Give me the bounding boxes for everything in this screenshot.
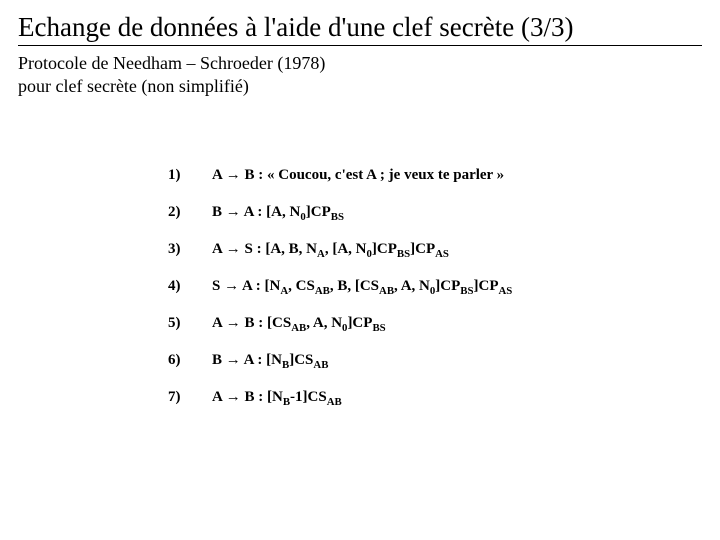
step-number: 6) [168,342,212,379]
step-row: 4) S → A : [NA, CSAB, B, [CSAB, A, N0]CP… [168,268,522,305]
subtitle-line-1: Protocole de Needham – Schroeder (1978) [18,53,325,73]
step-row: 3) A → S : [A, B, NA, [A, N0]CPBS]CPAS [168,231,522,268]
step-number: 7) [168,379,212,416]
step-row: 1) A → B : « Coucou, c'est A ; je veux t… [168,157,522,194]
slide: Echange de données à l'aide d'une clef s… [0,0,720,428]
step-row: 6) B → A : [NB]CSAB [168,342,522,379]
step-number: 3) [168,231,212,268]
step-row: 5) A → B : [CSAB, A, N0]CPBS [168,305,522,342]
step-message: B → A : [A, N0]CPBS [212,194,522,231]
step-number: 5) [168,305,212,342]
protocol-steps: 1) A → B : « Coucou, c'est A ; je veux t… [168,157,522,416]
subtitle-line-2: pour clef secrète (non simplifié) [18,76,249,96]
step-row: 2) B → A : [A, N0]CPBS [168,194,522,231]
step-number: 4) [168,268,212,305]
step-message: S → A : [NA, CSAB, B, [CSAB, A, N0]CPBS]… [212,268,522,305]
slide-subtitle: Protocole de Needham – Schroeder (1978) … [18,52,702,97]
step-message: A → B : [CSAB, A, N0]CPBS [212,305,522,342]
step-message: B → A : [NB]CSAB [212,342,522,379]
step-message: A → B : « Coucou, c'est A ; je veux te p… [212,157,522,194]
step-row: 7) A → B : [NB-1]CSAB [168,379,522,416]
step-number: 2) [168,194,212,231]
step-number: 1) [168,157,212,194]
step-message: A → S : [A, B, NA, [A, N0]CPBS]CPAS [212,231,522,268]
step-message: A → B : [NB-1]CSAB [212,379,522,416]
slide-title: Echange de données à l'aide d'une clef s… [18,12,702,46]
